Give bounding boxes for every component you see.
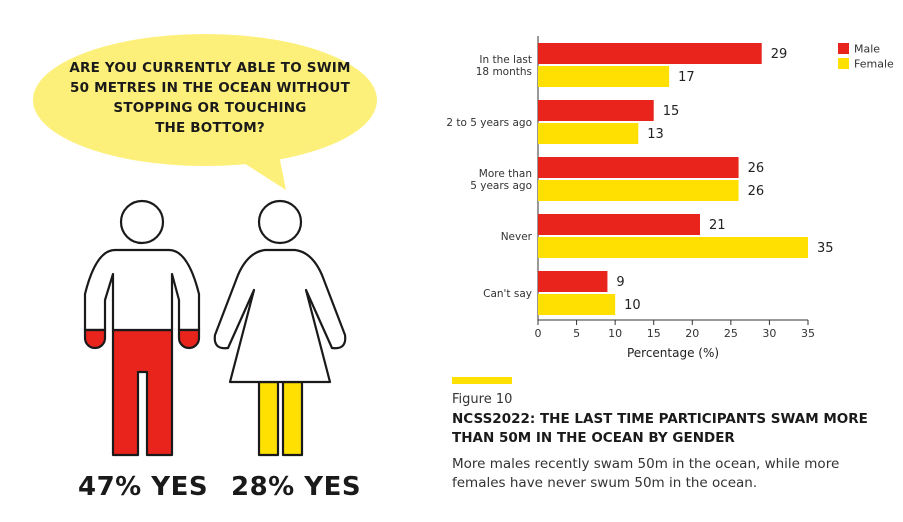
female-figure-icon <box>213 199 347 457</box>
male-yes-percent: 47% YES <box>78 472 209 502</box>
bar-female <box>538 66 670 87</box>
bar-female <box>538 237 808 258</box>
figure-title: NCSS2022: THE LAST TIME PARTICIPANTS SWA… <box>452 411 868 446</box>
male-figure-icon <box>83 199 201 457</box>
bar-female <box>538 123 639 144</box>
question-line: THE BOTTOM? <box>155 120 265 136</box>
data-label: 21 <box>709 218 726 233</box>
category-label: More than <box>479 168 532 180</box>
bar-male <box>538 43 762 64</box>
figure-caption: More males recently swam 50m in the ocea… <box>452 456 840 491</box>
infographic-art <box>33 34 377 457</box>
bar-chart: 0 5 10 15 20 25 30 35 Percentage (%) 29 17 In the l… <box>446 36 894 360</box>
bar-male <box>538 214 700 235</box>
x-tick-label: 35 <box>801 327 815 340</box>
legend-swatch-female <box>838 58 849 69</box>
category-label: 2 to 5 years ago <box>446 117 532 129</box>
question-line: STOPPING OR TOUCHING <box>113 100 307 116</box>
female-yes-percent: 28% YES <box>231 472 362 502</box>
data-label: 15 <box>663 104 680 119</box>
category-label: Never <box>501 231 533 243</box>
category-label: 18 months <box>476 66 532 78</box>
x-tick-label: 5 <box>573 327 580 340</box>
data-label: 10 <box>624 298 641 313</box>
category-label: Can't say <box>483 288 532 300</box>
speech-bubble <box>33 34 377 190</box>
data-label: 17 <box>678 70 695 85</box>
figure-accent-bar <box>452 377 512 384</box>
bar-male <box>538 271 608 292</box>
bar-female <box>538 180 739 201</box>
data-label: 29 <box>771 47 788 62</box>
category-label: 5 years ago <box>470 180 532 192</box>
category-label: In the last <box>479 54 532 66</box>
x-tick-label: 25 <box>724 327 738 340</box>
x-tick-label: 15 <box>647 327 661 340</box>
x-tick-label: 30 <box>762 327 776 340</box>
bar-male <box>538 157 739 178</box>
legend-label: Male <box>854 43 880 56</box>
x-tick-label: 0 <box>535 327 542 340</box>
data-label: 13 <box>647 127 664 142</box>
data-label: 9 <box>616 275 624 290</box>
bar-male <box>538 100 654 121</box>
legend-label: Female <box>854 58 894 71</box>
infographic-panel: ARE YOU CURRENTLY ABLE TO SWIM 50 METRES… <box>0 0 440 522</box>
question-line: ARE YOU CURRENTLY ABLE TO SWIM <box>69 60 351 76</box>
question-line: 50 METRES IN THE OCEAN WITHOUT <box>70 80 350 96</box>
x-tick-label: 20 <box>685 327 699 340</box>
figure-number: Figure 10 <box>452 392 513 407</box>
data-label: 26 <box>748 161 765 176</box>
data-label: 26 <box>748 184 765 199</box>
survey-question: ARE YOU CURRENTLY ABLE TO SWIM 50 METRES… <box>60 58 360 138</box>
bar-female <box>538 294 616 315</box>
x-axis-title: Percentage (%) <box>627 346 719 360</box>
legend-swatch-male <box>838 43 849 54</box>
data-label: 35 <box>817 241 834 256</box>
x-tick-label: 10 <box>608 327 622 340</box>
